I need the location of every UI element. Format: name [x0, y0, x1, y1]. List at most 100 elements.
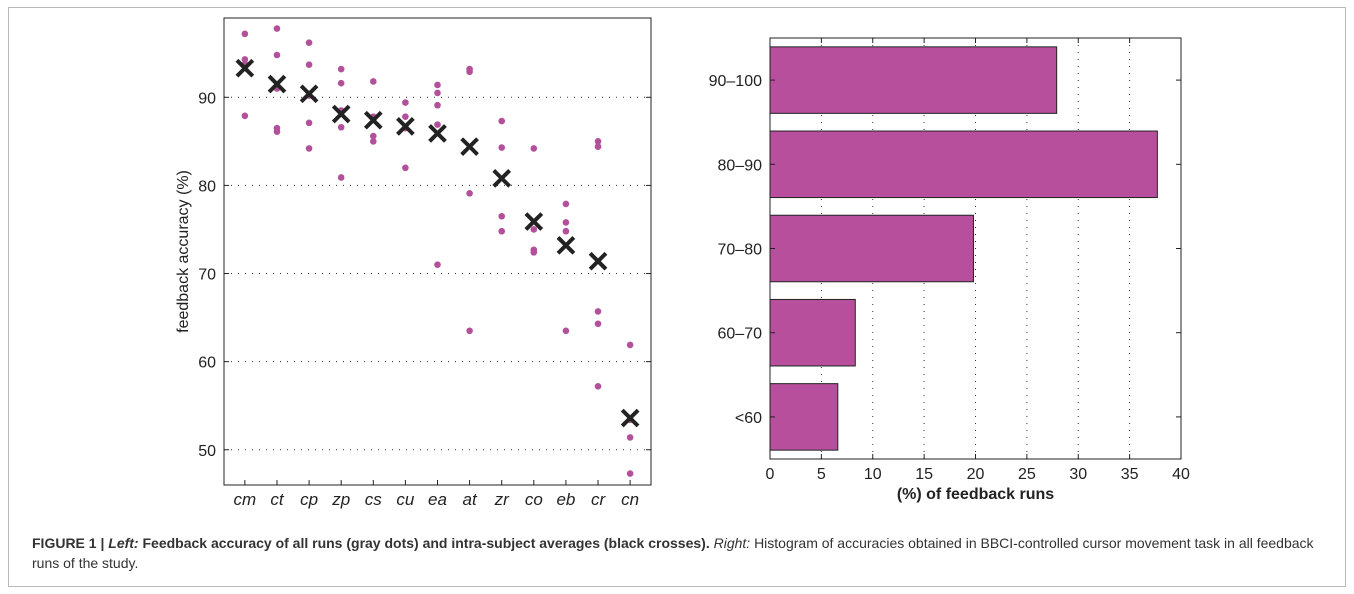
- accuracy-dot: [434, 101, 441, 109]
- average-cross: [556, 236, 576, 255]
- accuracy-dot: [626, 341, 634, 349]
- y-tick-label: 70: [198, 267, 216, 284]
- y-tick-label: 60: [198, 355, 216, 372]
- accuracy-dot: [337, 123, 345, 131]
- average-cross: [460, 137, 479, 156]
- accuracy-dot: [402, 164, 409, 172]
- accuracy-dot: [562, 327, 570, 335]
- caption-right-text: Histogram of accuracies obtained in BBCI…: [32, 535, 1314, 571]
- accuracy-dot: [434, 89, 441, 97]
- accuracy-dot: [530, 145, 538, 152]
- accuracy-dot: [594, 143, 602, 150]
- accuracy-dot: [402, 113, 409, 120]
- x-tick-label: 25: [1018, 466, 1036, 483]
- x-category-label: cn: [621, 490, 639, 509]
- accuracy-dot: [337, 79, 345, 87]
- figure-frame: 50 60 70 80 90 feedback accuracy (%) cm ct cp zp c…: [8, 7, 1346, 587]
- caption-left-text: Feedback accuracy of all runs (gray dots…: [142, 535, 710, 551]
- accuracy-dot: [562, 227, 570, 235]
- average-cross: [588, 251, 608, 271]
- x-category-label: ea: [428, 490, 447, 509]
- accuracy-dot: [498, 227, 506, 235]
- accuracy-dot: [626, 434, 634, 441]
- accuracy-dot: [434, 261, 441, 269]
- average-cross: [620, 408, 640, 428]
- right-plot-frame: [769, 37, 1182, 460]
- x-category-label: cs: [365, 490, 383, 509]
- y-category-label: 90–100: [709, 73, 762, 90]
- accuracy-dot: [337, 65, 345, 73]
- x-category-label: zr: [494, 490, 511, 509]
- accuracy-dot: [241, 112, 249, 120]
- x-tick-label: 5: [817, 466, 826, 483]
- accuracy-dot: [369, 138, 377, 145]
- average-cross: [299, 84, 319, 104]
- histogram-bar: [769, 383, 839, 451]
- x-category-label: cu: [396, 490, 415, 509]
- accuracy-dot: [498, 117, 506, 125]
- x-tick-label: 30: [1069, 466, 1087, 483]
- accuracy-dot: [594, 383, 602, 390]
- y-category-label: <60: [735, 410, 762, 427]
- x-category-label: zp: [331, 490, 350, 509]
- average-cross: [524, 212, 544, 231]
- accuracy-dot: [305, 61, 313, 68]
- accuracy-dot: [466, 327, 473, 335]
- accuracy-dot: [305, 119, 313, 127]
- average-cross: [331, 104, 351, 124]
- accuracy-dot: [594, 320, 602, 328]
- y-tick-label: 50: [198, 443, 216, 460]
- accuracy-dot: [594, 308, 602, 315]
- x-tick-label: 10: [864, 466, 882, 483]
- accuracy-dot: [273, 25, 281, 32]
- accuracy-dot: [434, 121, 441, 128]
- x-category-label: cp: [300, 490, 318, 509]
- accuracy-dot: [626, 470, 634, 477]
- histogram-bar: [769, 214, 974, 283]
- accuracy-dot: [337, 174, 345, 181]
- caption-right-tag: Right:: [713, 535, 751, 551]
- accuracy-dot: [305, 145, 313, 152]
- x-category-label: ct: [270, 490, 285, 509]
- right-histogram-chart: 0 5 10 15 20 25 30 35 40 90–100 80–90 70–80 60–70 <60…: [709, 37, 1190, 503]
- y-category-label: 70–80: [718, 242, 763, 259]
- figure-label: FIGURE 1 |: [32, 535, 105, 551]
- histogram-bar: [769, 130, 1158, 199]
- accuracy-dot: [369, 78, 377, 85]
- histogram-bar: [769, 46, 1058, 114]
- average-cross: [267, 74, 287, 94]
- accuracy-dot: [562, 219, 570, 226]
- accuracy-dot: [530, 249, 538, 256]
- accuracy-dot: [466, 190, 473, 197]
- x-tick-label: 15: [915, 466, 933, 483]
- y-axis-label: feedback accuracy (%): [175, 170, 192, 333]
- accuracy-dot: [466, 68, 473, 76]
- accuracy-dot: [562, 200, 570, 208]
- x-tick-label: 0: [766, 466, 775, 483]
- y-tick-label: 80: [198, 178, 216, 195]
- x-category-label: eb: [556, 490, 575, 509]
- accuracy-dot: [273, 51, 281, 59]
- average-cross: [492, 169, 512, 188]
- y-category-label: 60–70: [718, 326, 763, 343]
- caption-left-tag: Left:: [108, 535, 139, 551]
- x-tick-label: 35: [1121, 466, 1139, 483]
- accuracy-dot: [434, 81, 441, 89]
- accuracy-dot: [305, 39, 313, 46]
- figure-caption: FIGURE 1 | Left: Feedback accuracy of al…: [32, 533, 1332, 573]
- x-category-label: cr: [591, 490, 607, 509]
- accuracy-dot: [241, 30, 249, 38]
- average-cross: [396, 117, 415, 136]
- histogram-bar: [769, 298, 856, 367]
- accuracy-dot: [498, 144, 506, 151]
- accuracy-dot: [402, 99, 409, 106]
- x-category-label: at: [463, 490, 478, 509]
- average-cross: [235, 58, 255, 78]
- accuracy-dot: [498, 212, 506, 220]
- accuracy-dot: [273, 128, 281, 135]
- average-cross: [363, 110, 383, 130]
- x-tick-label: 20: [967, 466, 985, 483]
- y-category-label: 80–90: [718, 157, 763, 174]
- average-cross: [428, 124, 447, 143]
